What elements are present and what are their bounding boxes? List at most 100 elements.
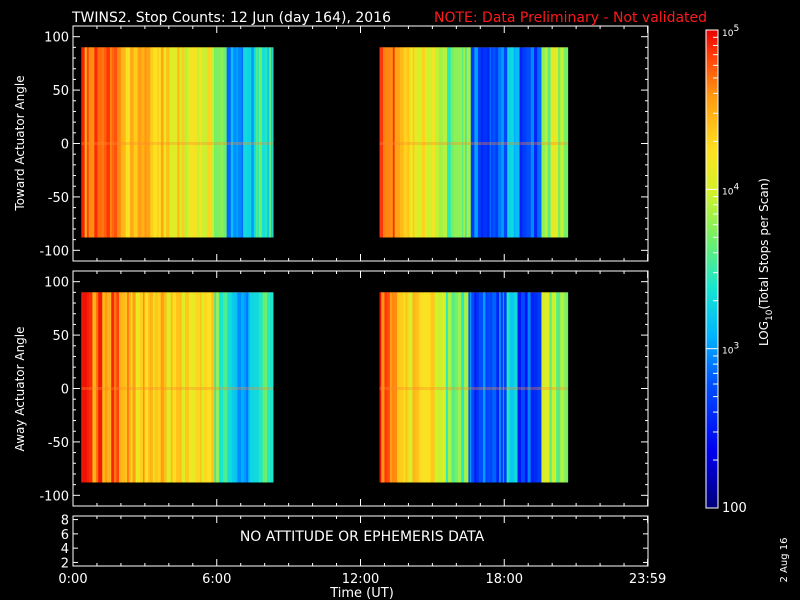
heatmap-column [135, 292, 141, 483]
heatmap-column [237, 292, 242, 483]
y-tick-label: -50 [48, 191, 69, 206]
heatmap-column [434, 292, 439, 483]
heatmap-column [515, 292, 518, 483]
heatmap-column [560, 292, 565, 483]
heatmap-column [217, 47, 222, 238]
heatmap-column [437, 292, 443, 483]
heatmap-column [551, 292, 556, 483]
heatmap-column [116, 292, 120, 483]
heatmap-column [261, 47, 266, 238]
heatmap-column [133, 47, 139, 238]
heatmap-column [126, 47, 131, 238]
heatmap-column [463, 47, 466, 238]
heatmap-column [117, 47, 122, 238]
heatmap-column [202, 47, 208, 238]
heatmap-column [515, 47, 520, 238]
heatmap-column [270, 292, 274, 483]
x-tick-label: 0:00 [58, 572, 87, 587]
heatmap-column [549, 292, 553, 483]
heatmap-column [157, 47, 160, 238]
x-tick-label: 23:59 [629, 572, 666, 587]
heatmap-column [98, 292, 103, 483]
heatmap-column [96, 292, 99, 483]
heatmap-column [102, 292, 106, 483]
heatmap-column [442, 47, 448, 238]
heatmap-column [556, 47, 559, 238]
heatmap-column [447, 292, 452, 483]
heatmap-column [226, 47, 232, 238]
heatmap-column [485, 292, 488, 483]
heatmap-column [488, 292, 491, 483]
heatmap-column [203, 292, 208, 483]
heatmap-column [114, 47, 118, 238]
heatmap-column [235, 292, 238, 483]
y-tick-label: 8 [61, 514, 69, 529]
heatmap-column [243, 47, 248, 238]
heatmap-column [547, 47, 552, 238]
heatmap-column [507, 47, 512, 238]
heatmap-column [248, 292, 251, 483]
heatmap-column [412, 47, 415, 238]
heatmap-column [461, 292, 465, 483]
heatmap-column [201, 292, 205, 483]
heatmap-column [424, 292, 427, 483]
heatmap-column [258, 47, 263, 238]
heatmap-column [257, 47, 260, 238]
heatmap-column [272, 47, 274, 238]
heatmap-column [393, 292, 398, 483]
heatmap-column [492, 292, 497, 483]
heatmap-column [501, 47, 505, 238]
y-axis-label: Toward Actuator Angle [13, 75, 27, 211]
heatmap-column [206, 47, 212, 238]
y-tick-label: 50 [52, 84, 69, 99]
heatmap-column [97, 47, 103, 238]
heatmap-column [543, 292, 546, 483]
heatmap-column [253, 47, 257, 238]
heatmap-column [94, 47, 98, 238]
heatmap-column [247, 47, 252, 238]
y-tick-label: 6 [61, 528, 69, 543]
heatmap-column [246, 292, 249, 483]
heatmap-column [506, 292, 511, 483]
heatmap-column [474, 292, 477, 483]
heatmap-column [397, 47, 401, 238]
heatmap-column [249, 292, 254, 483]
heatmap-column [151, 292, 154, 483]
heatmap-column [207, 292, 212, 483]
heatmap-column [567, 292, 569, 483]
heatmap-column [379, 292, 382, 483]
toward-panel: 100 50 0 -50 -100 Toward Actuator Angle [13, 25, 649, 262]
heatmap-column [223, 47, 228, 238]
heatmap-column [486, 292, 490, 483]
y-tick-label: 4 [61, 542, 69, 557]
heatmap-column [517, 292, 522, 483]
heatmap-column [545, 47, 548, 238]
heatmap-column [513, 47, 516, 238]
heatmap-column [556, 292, 561, 483]
x-tick-label: 18:00 [486, 572, 523, 587]
heatmap-column [534, 47, 538, 238]
heatmap-column [216, 292, 220, 483]
heatmap-column [414, 47, 418, 238]
heatmap-column [534, 292, 539, 483]
heatmap-column [173, 47, 178, 238]
heatmap-column [426, 292, 431, 483]
heatmap-column [158, 47, 162, 238]
heatmap-column [111, 47, 115, 238]
heatmap-column [220, 47, 224, 238]
heatmap-column [195, 292, 201, 483]
heatmap-column [137, 47, 142, 238]
y-tick-label: 0 [61, 138, 69, 153]
heatmap-column [143, 292, 145, 483]
date-stamp: 2 Aug 16 [779, 538, 790, 583]
heatmap-column [113, 292, 117, 483]
heatmap-column [499, 292, 502, 483]
heatmap-column [150, 47, 154, 238]
y-tick-label: -100 [39, 244, 69, 259]
heatmap-column [128, 292, 132, 483]
heatmap-column [265, 47, 268, 238]
heatmap-column [157, 292, 162, 483]
heatmap-column [265, 292, 268, 483]
y-tick-label: 50 [52, 329, 69, 344]
